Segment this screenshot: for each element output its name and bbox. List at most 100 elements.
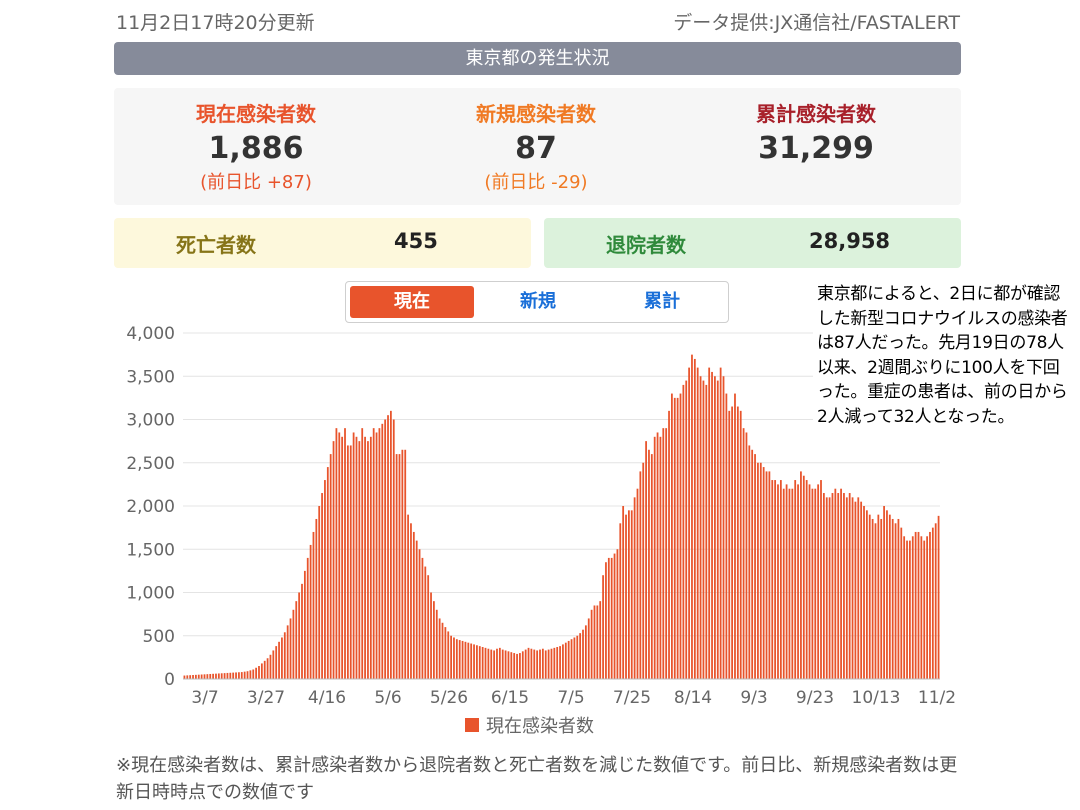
x-tick-label: 3/7 <box>191 688 218 708</box>
y-tick-label: 2,500 <box>126 454 175 474</box>
bar <box>381 423 384 679</box>
bar <box>731 406 733 679</box>
legend-swatch <box>465 718 479 732</box>
y-tick-label: 3,000 <box>126 411 175 431</box>
bar <box>926 536 928 679</box>
bar <box>226 672 229 679</box>
bar <box>854 501 857 679</box>
x-tick-label: 8/14 <box>674 688 712 708</box>
bar <box>808 484 811 680</box>
bar <box>378 428 381 679</box>
bar <box>903 536 906 679</box>
bar <box>562 644 564 679</box>
bar <box>582 629 584 679</box>
bar <box>602 575 604 679</box>
bar <box>843 493 845 679</box>
bar <box>699 376 702 679</box>
bar <box>401 449 404 679</box>
recovered-label: 退院者数 <box>606 233 686 257</box>
bar <box>269 654 272 679</box>
bar <box>596 605 599 679</box>
bar <box>811 488 814 679</box>
bar <box>519 653 521 679</box>
bar <box>587 618 590 679</box>
bar <box>774 480 777 679</box>
bar <box>628 510 630 679</box>
bar <box>318 506 321 679</box>
bar <box>524 649 527 679</box>
bar <box>714 376 716 679</box>
bar <box>656 432 659 679</box>
bar <box>593 605 596 679</box>
bar <box>682 384 685 679</box>
recovered-value: 28,958 <box>809 229 891 253</box>
bar <box>473 644 475 679</box>
bar <box>438 618 441 679</box>
bar <box>642 462 645 679</box>
tab-current[interactable]: 現在 <box>350 286 474 318</box>
bar <box>860 501 863 679</box>
bar <box>702 380 705 679</box>
bar <box>837 493 840 679</box>
bar <box>650 454 653 679</box>
bar <box>344 428 346 679</box>
bar <box>206 674 209 679</box>
bar <box>877 514 880 679</box>
grid-lines <box>183 332 940 680</box>
bar <box>252 669 255 679</box>
bar <box>212 673 214 679</box>
bar <box>481 647 484 679</box>
bar <box>797 484 799 680</box>
bar <box>398 454 401 679</box>
bar <box>501 649 504 679</box>
bar <box>768 471 771 679</box>
bar <box>361 428 364 679</box>
bar <box>748 445 751 679</box>
bar <box>900 527 903 680</box>
x-tick-label: 9/23 <box>796 688 834 708</box>
stats-panel: 現在感染者数 1,886 (前日比 +87) 新規感染者数 87 (前日比 -2… <box>114 88 961 205</box>
bar <box>507 651 510 679</box>
chart-tabs: 現在 新規 累計 <box>345 281 729 323</box>
bar <box>782 488 785 679</box>
bar <box>329 454 332 679</box>
bars <box>183 354 940 680</box>
bar <box>759 462 762 679</box>
bar <box>258 666 260 679</box>
tab-new[interactable]: 新規 <box>520 291 556 312</box>
bar <box>281 637 283 679</box>
bar <box>229 672 232 679</box>
bar <box>934 523 937 679</box>
bar <box>427 575 430 679</box>
stat-current-value: 1,886 <box>208 131 304 166</box>
bar <box>848 493 851 679</box>
bar <box>814 488 817 679</box>
bar <box>521 651 524 679</box>
bar <box>186 675 189 679</box>
bar <box>794 480 797 679</box>
bar <box>765 471 768 679</box>
bar <box>349 445 352 679</box>
legend-label: 現在感染者数 <box>486 716 594 737</box>
bar <box>863 506 865 679</box>
bar <box>619 523 622 679</box>
bar <box>335 428 338 679</box>
bar <box>923 540 926 679</box>
bar <box>625 514 627 679</box>
bar <box>825 497 828 679</box>
bar <box>461 640 464 679</box>
bar <box>298 592 301 679</box>
bar <box>541 648 544 679</box>
bar <box>645 441 647 680</box>
bar <box>487 648 490 679</box>
bar <box>584 625 587 679</box>
tab-total[interactable]: 累計 <box>644 291 680 312</box>
bar <box>283 632 286 679</box>
bar <box>906 540 908 679</box>
bar <box>573 637 576 679</box>
bar <box>395 454 398 679</box>
bar <box>599 601 602 679</box>
bar <box>355 436 358 679</box>
bar <box>648 449 650 679</box>
bar <box>805 480 808 679</box>
